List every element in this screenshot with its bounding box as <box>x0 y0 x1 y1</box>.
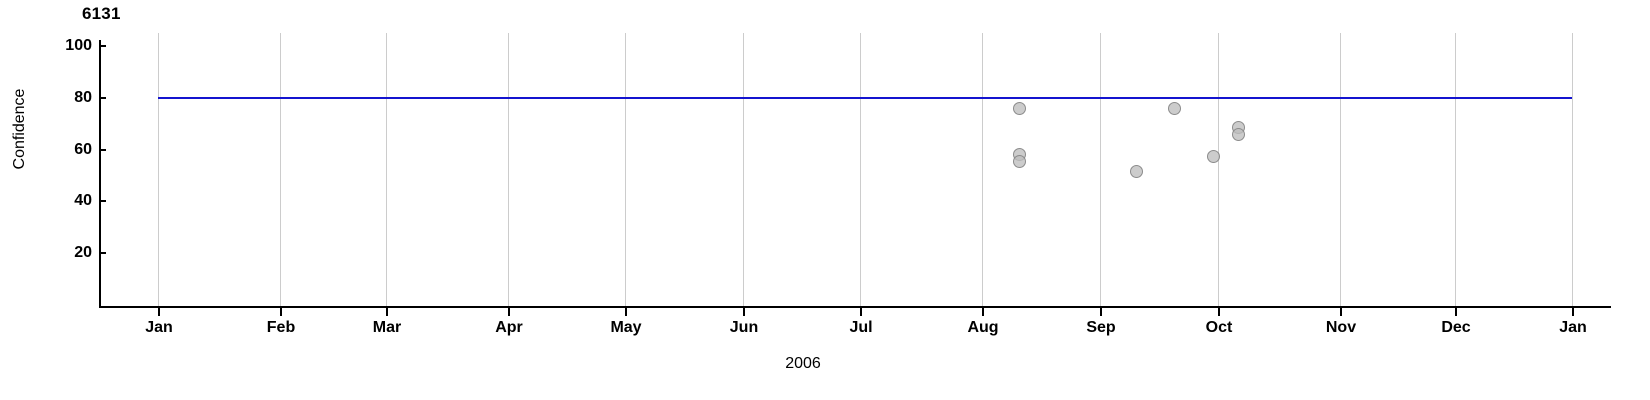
y-tick-label: 60 <box>74 141 92 158</box>
x-axis-line <box>99 306 1611 308</box>
gridline <box>1218 33 1219 306</box>
x-axis-title: 2006 <box>0 355 1650 373</box>
x-tick-mark <box>1455 308 1457 316</box>
x-tick-label: Mar <box>372 319 402 336</box>
gridline <box>860 33 861 306</box>
x-tick-mark <box>508 308 510 316</box>
chart-title: 6131 <box>82 4 121 23</box>
y-tick-mark <box>99 149 106 151</box>
x-tick-label: Jun <box>729 319 759 336</box>
threshold-line <box>158 97 1572 99</box>
x-tick-label: Oct <box>1205 319 1233 336</box>
x-tick-label: Dec <box>1441 319 1471 336</box>
data-point <box>1231 127 1245 141</box>
x-tick-label: Feb <box>266 319 296 336</box>
gridline <box>1100 33 1101 306</box>
x-tick-label: Jan <box>1559 319 1587 336</box>
gridline <box>982 33 983 306</box>
y-tick-mark <box>99 252 106 254</box>
y-tick-label: 100 <box>65 37 92 54</box>
gridline <box>625 33 626 306</box>
y-tick-label: 80 <box>74 89 92 106</box>
gridline <box>1455 33 1456 306</box>
x-tick-mark <box>1218 308 1220 316</box>
y-axis-title: Confidence <box>11 88 28 170</box>
gridline <box>1572 33 1573 306</box>
gridline <box>280 33 281 306</box>
gridline <box>508 33 509 306</box>
x-tick-mark <box>625 308 627 316</box>
y-tick-mark <box>99 45 106 47</box>
data-point <box>1012 101 1026 115</box>
data-point <box>1206 149 1220 163</box>
data-point <box>1167 101 1181 115</box>
data-point <box>1129 164 1143 178</box>
y-tick-mark <box>99 97 106 99</box>
x-tick-label: Aug <box>967 319 999 336</box>
gridline <box>743 33 744 306</box>
x-tick-mark <box>1340 308 1342 316</box>
y-axis-line <box>99 40 101 307</box>
x-tick-label: Jan <box>145 319 173 336</box>
y-tick-mark <box>99 200 106 202</box>
x-axis-title-text: 2006 <box>785 355 821 372</box>
gridline <box>1340 33 1341 306</box>
x-tick-mark <box>1100 308 1102 316</box>
x-tick-mark <box>386 308 388 316</box>
x-tick-mark <box>860 308 862 316</box>
data-point <box>1012 154 1026 168</box>
x-tick-label: Sep <box>1086 319 1116 336</box>
y-tick-label: 40 <box>74 192 92 209</box>
x-tick-mark <box>743 308 745 316</box>
x-tick-label: Apr <box>495 319 523 336</box>
y-tick-label: 20 <box>74 244 92 261</box>
x-tick-label: Jul <box>849 319 873 336</box>
x-tick-mark <box>158 308 160 316</box>
x-tick-mark <box>982 308 984 316</box>
x-tick-label: May <box>610 319 642 336</box>
x-tick-mark <box>280 308 282 316</box>
gridline <box>158 33 159 306</box>
x-tick-label: Nov <box>1325 319 1357 336</box>
gridline <box>386 33 387 306</box>
x-tick-mark <box>1572 308 1574 316</box>
